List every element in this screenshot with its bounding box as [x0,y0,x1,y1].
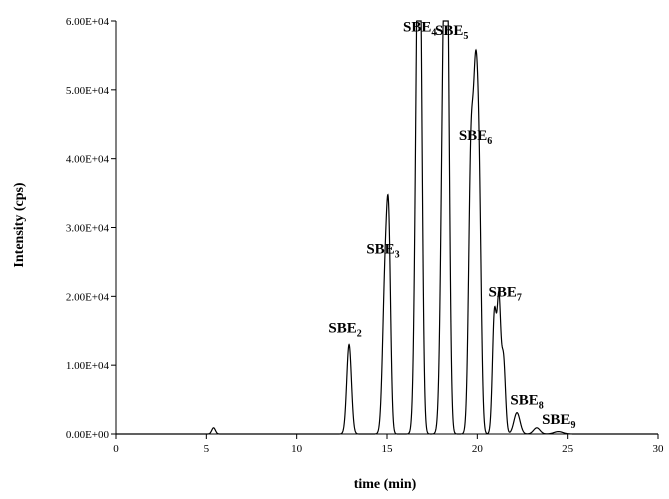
peak-label: SBE4 [403,20,436,39]
peak-label: SBE7 [489,285,522,304]
peak-label: SBE9 [542,412,575,431]
y-tick-label: 6.00E+04 [66,16,110,28]
peak-label: SBE6 [459,128,492,147]
peak-label: SBE5 [435,23,468,42]
peak-label: SBE3 [366,241,399,260]
y-tick-label: 4.00E+04 [66,154,110,166]
x-axis-ticks: 0 5 10 15 20 25 30 [113,434,664,455]
x-tick-label: 25 [562,443,574,455]
peak-label: SBE2 [328,321,361,340]
y-tick-label: 2.00E+04 [66,291,110,303]
y-tick-label: 5.00E+04 [66,85,110,97]
y-axis-label: Intensity (cps) [12,182,27,268]
x-tick-label: 20 [472,443,484,455]
y-tick-label: 0.00E+00 [66,429,110,441]
x-tick-label: 15 [382,443,394,455]
x-axis-label: time (min) [354,477,417,492]
y-axis-ticks: 0.00E+00 1.00E+04 2.00E+04 3.00E+04 4.00E+04… [66,16,116,441]
chromatogram-trace [116,20,658,435]
x-tick-label: 0 [113,443,119,455]
y-tick-label: 3.00E+04 [66,223,110,235]
peak-label: SBE8 [510,393,543,412]
x-tick-label: 30 [653,443,665,455]
y-tick-label: 1.00E+04 [66,360,110,372]
x-tick-label: 10 [291,443,303,455]
x-tick-label: 5 [204,443,210,455]
